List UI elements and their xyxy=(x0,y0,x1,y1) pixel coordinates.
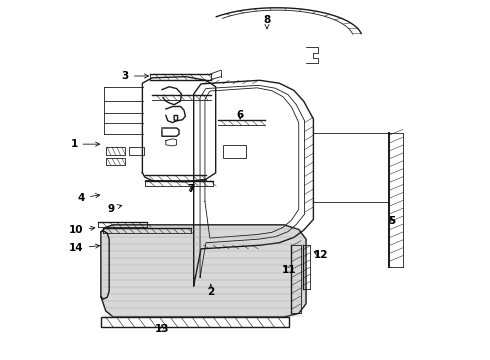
Text: 10: 10 xyxy=(69,225,95,235)
Text: 6: 6 xyxy=(237,111,244,121)
Bar xyxy=(106,147,125,155)
Text: 3: 3 xyxy=(122,71,148,81)
Polygon shape xyxy=(101,225,306,317)
Text: 8: 8 xyxy=(263,15,270,28)
Text: 14: 14 xyxy=(69,243,99,253)
Text: 2: 2 xyxy=(207,284,215,297)
Bar xyxy=(129,147,145,155)
Bar xyxy=(223,145,246,158)
Text: 7: 7 xyxy=(188,184,195,194)
Text: 1: 1 xyxy=(71,139,99,149)
Text: 5: 5 xyxy=(388,216,395,226)
Text: 13: 13 xyxy=(155,324,169,334)
Bar xyxy=(106,158,125,165)
Bar xyxy=(101,317,289,327)
Text: 12: 12 xyxy=(314,250,328,260)
Text: 11: 11 xyxy=(282,265,296,275)
Text: 9: 9 xyxy=(107,204,122,214)
Text: 4: 4 xyxy=(77,193,100,203)
